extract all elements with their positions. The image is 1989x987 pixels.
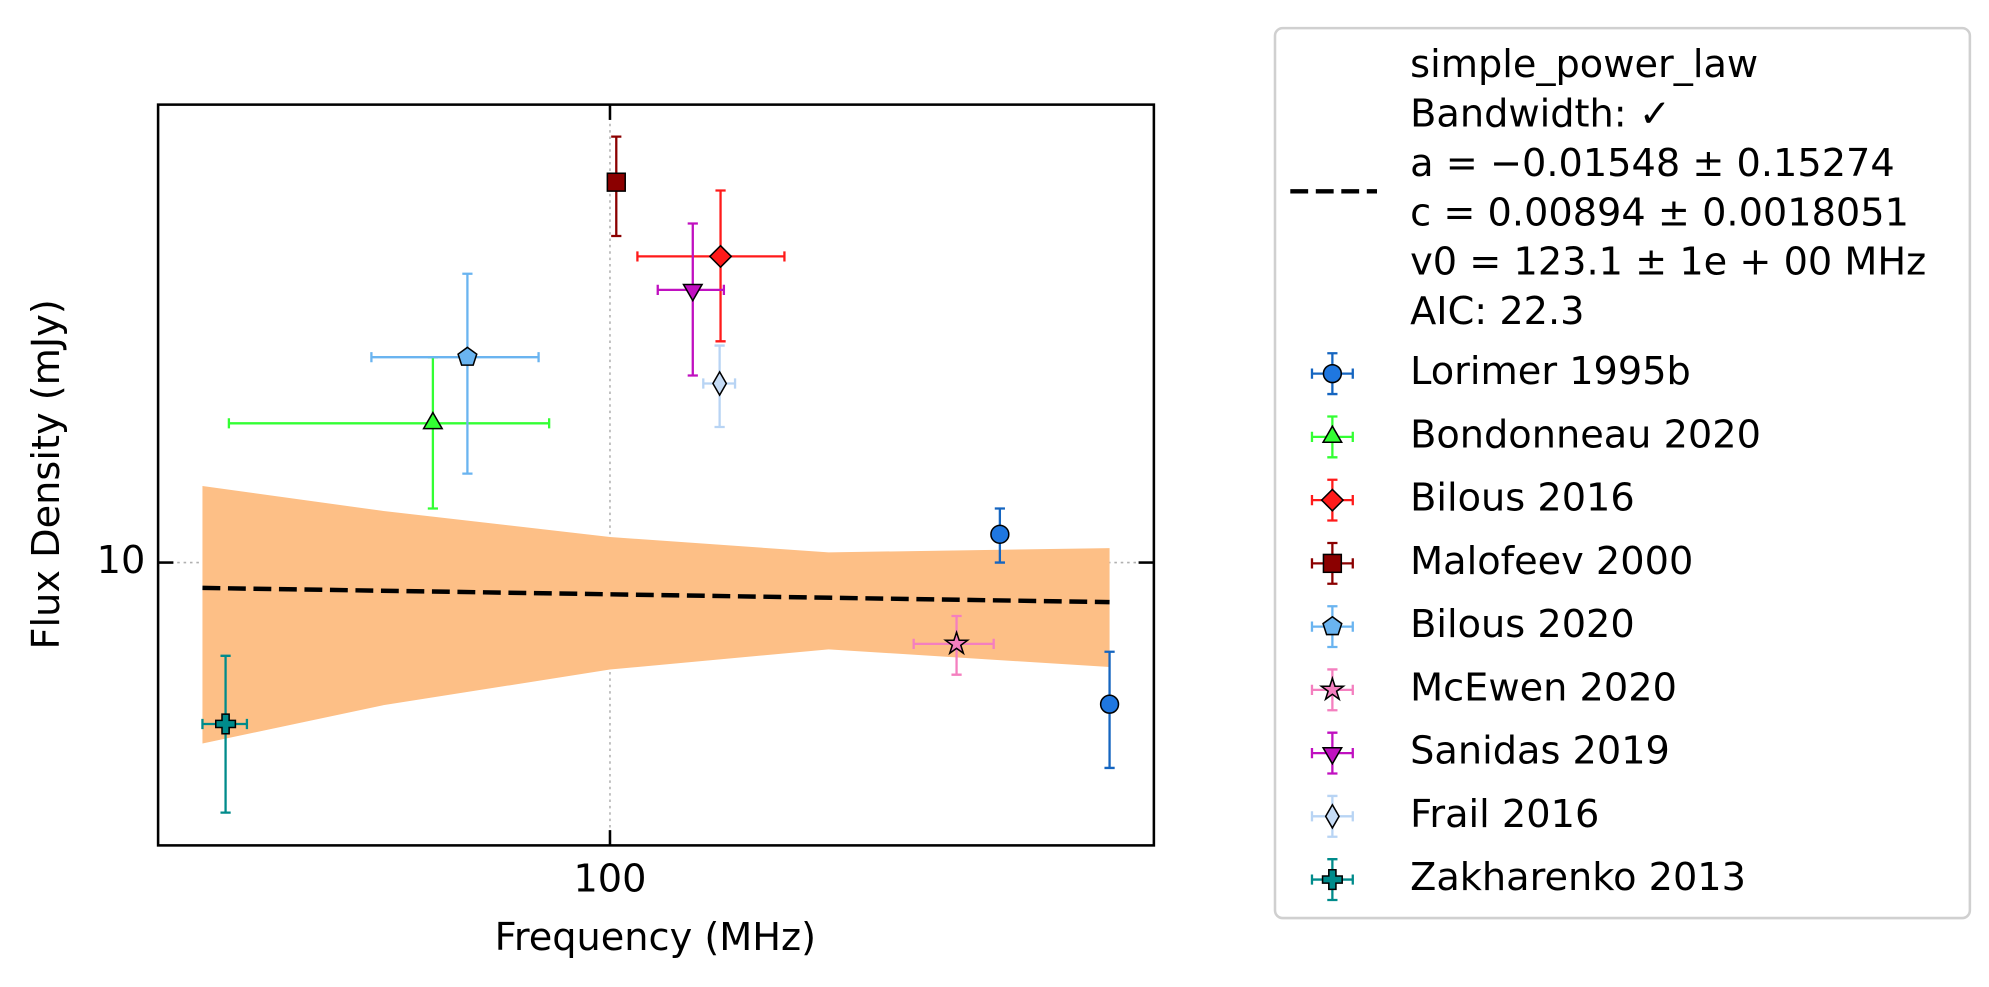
- x-axis-label: Frequency (MHz): [495, 915, 816, 960]
- marker: [606, 172, 626, 192]
- marker: [457, 346, 478, 366]
- legend-fit-label: c = 0.00894 ± 0.0018051: [1410, 190, 1909, 235]
- fit-line: [202, 585, 1110, 605]
- legend-fit-label: AIC: 22.3: [1410, 289, 1584, 334]
- marker: [214, 713, 237, 735]
- legend-fit-label: v0 = 123.1 ± 1e + 00 MHz: [1410, 240, 1926, 285]
- legend-marker: [1321, 424, 1343, 444]
- x-error-bar: [370, 352, 540, 363]
- legend-marker: [1321, 746, 1343, 766]
- legend-label: Zakharenko 2013: [1410, 855, 1746, 900]
- legend-marker: [1319, 675, 1346, 702]
- legend-box: [1273, 26, 1972, 920]
- legend-marker: [1322, 553, 1343, 574]
- legend-marker: [1322, 363, 1343, 384]
- marker: [712, 370, 728, 397]
- legend-label: Frail 2016: [1410, 792, 1599, 837]
- legend-label: McEwen 2020: [1410, 665, 1677, 710]
- legend-label: Lorimer 1995b: [1410, 349, 1691, 394]
- marker: [682, 283, 704, 303]
- legend-fit-label: Bandwidth: ✓: [1410, 91, 1671, 136]
- y-tick-label: 10: [97, 538, 146, 583]
- legend-marker: [1324, 803, 1340, 830]
- legend-marker: [1320, 488, 1345, 512]
- legend-label: Bondonneau 2020: [1410, 412, 1761, 457]
- plot-area: 100 10: [97, 103, 1156, 902]
- marker: [422, 411, 444, 430]
- y-error-bar: [462, 272, 473, 475]
- legend-fit-label: simple_power_law: [1410, 42, 1758, 87]
- marker: [943, 629, 970, 656]
- fit-band: [202, 485, 1110, 744]
- legend-fit-label: a = −0.01548 ± 0.15274: [1410, 141, 1895, 186]
- marker: [708, 244, 733, 269]
- marker: [990, 524, 1010, 545]
- legend-marker: [1322, 615, 1343, 636]
- legend-marker: [1321, 868, 1343, 891]
- legend-label: Sanidas 2019: [1410, 729, 1670, 774]
- x-error-bar: [227, 418, 551, 429]
- plot-frame: [156, 103, 1156, 847]
- legend-label: Bilous 2020: [1410, 602, 1635, 647]
- legend-label: Malofeev 2000: [1410, 539, 1693, 584]
- x-tick-label: 100: [573, 857, 646, 902]
- y-axis-label: Flux Density (mJy): [24, 299, 69, 649]
- legend-label: Bilous 2016: [1410, 476, 1635, 521]
- legend: Lorimer 1995b Bondonneau 2020 Bilous 2016 M…: [1290, 42, 1926, 902]
- marker: [1099, 694, 1120, 714]
